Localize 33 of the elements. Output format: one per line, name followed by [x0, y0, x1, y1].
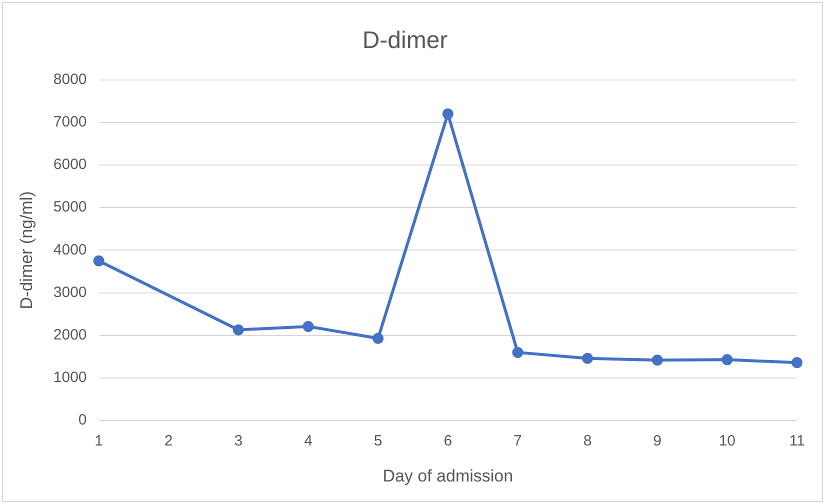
y-tick-label: 4000	[53, 241, 87, 258]
y-tick-label: 0	[78, 412, 87, 429]
point	[582, 352, 594, 364]
y-tick-label: 2000	[53, 326, 87, 344]
x-tick-label: 5	[374, 432, 382, 450]
x-tick-label: 6	[444, 432, 452, 450]
point	[302, 320, 314, 332]
y-axis-title: D-dimer (ng/ml)	[16, 191, 36, 310]
y-tick-label: 1000	[53, 369, 87, 386]
y-tick-label: 5000	[53, 198, 87, 216]
x-tick-label: 8	[583, 432, 592, 450]
point	[232, 324, 244, 336]
point	[652, 354, 663, 366]
y-tick-label: 8000	[53, 70, 87, 88]
chart-title: D-dimer	[362, 27, 448, 54]
x-tick-label: 10	[718, 432, 736, 450]
x-tick-label: 4	[304, 432, 312, 450]
x-tick-label: 7	[514, 432, 522, 450]
x-tick-label: 2	[164, 432, 173, 450]
x-tick-label: 1	[94, 432, 103, 450]
x-tick-label: 3	[234, 432, 243, 450]
x-tick-label: 11	[789, 432, 805, 450]
point	[442, 108, 454, 120]
x-tick-label: 9	[653, 432, 662, 450]
y-tick-label: 6000	[53, 156, 87, 174]
y-tick-label: 7000	[53, 114, 87, 131]
y-tick-label: 3000	[53, 284, 87, 301]
point	[372, 332, 384, 344]
point	[722, 354, 733, 366]
x-axis-title: Day of admission	[382, 466, 514, 486]
point	[512, 346, 524, 358]
point	[93, 255, 104, 266]
point	[792, 357, 802, 368]
